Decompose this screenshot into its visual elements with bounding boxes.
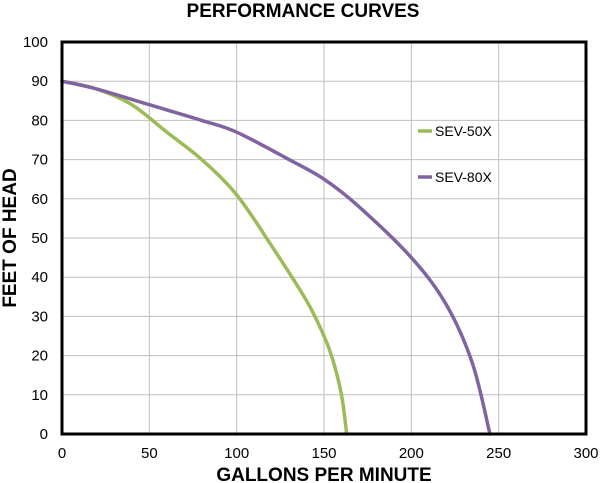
y-tick-label: 30 <box>31 308 48 325</box>
x-tick-label: 0 <box>58 445 66 462</box>
y-tick-label: 10 <box>31 387 48 404</box>
y-axis-ticks: 0 10 20 30 40 50 60 70 80 90 100 <box>23 34 48 443</box>
y-tick-label: 0 <box>40 426 48 443</box>
series-lines <box>60 79 492 436</box>
x-tick-label: 50 <box>141 445 158 462</box>
x-tick-label: 100 <box>224 445 249 462</box>
chart-title: PERFORMANCE CURVES <box>187 1 420 22</box>
y-tick-label: 60 <box>31 191 48 208</box>
y-axis-title: FEET OF HEAD <box>0 168 21 307</box>
x-axis-ticks: 0 50 100 150 200 250 300 <box>58 445 599 462</box>
x-tick-label: 150 <box>311 445 336 462</box>
y-tick-label: 50 <box>31 230 48 247</box>
y-tick-label: 40 <box>31 269 48 286</box>
x-tick-label: 300 <box>573 445 598 462</box>
y-tick-label: 70 <box>31 152 48 169</box>
legend: SEV-50X SEV-80X <box>418 123 492 185</box>
y-tick-label: 20 <box>31 348 48 365</box>
y-tick-label: 90 <box>31 73 48 90</box>
legend-label-sev-50x: SEV-50X <box>435 123 492 139</box>
x-tick-label: 200 <box>399 445 424 462</box>
series-line-sev-50x <box>60 79 349 436</box>
x-tick-label: 250 <box>486 445 511 462</box>
series-line-sev-80x <box>60 79 492 436</box>
x-axis-title: GALLONS PER MINUTE <box>216 465 431 483</box>
plot-border <box>60 40 588 436</box>
y-tick-label: 80 <box>31 112 48 129</box>
y-tick-label: 100 <box>23 34 48 51</box>
gridlines <box>62 42 586 434</box>
legend-label-sev-80x: SEV-80X <box>435 169 492 185</box>
